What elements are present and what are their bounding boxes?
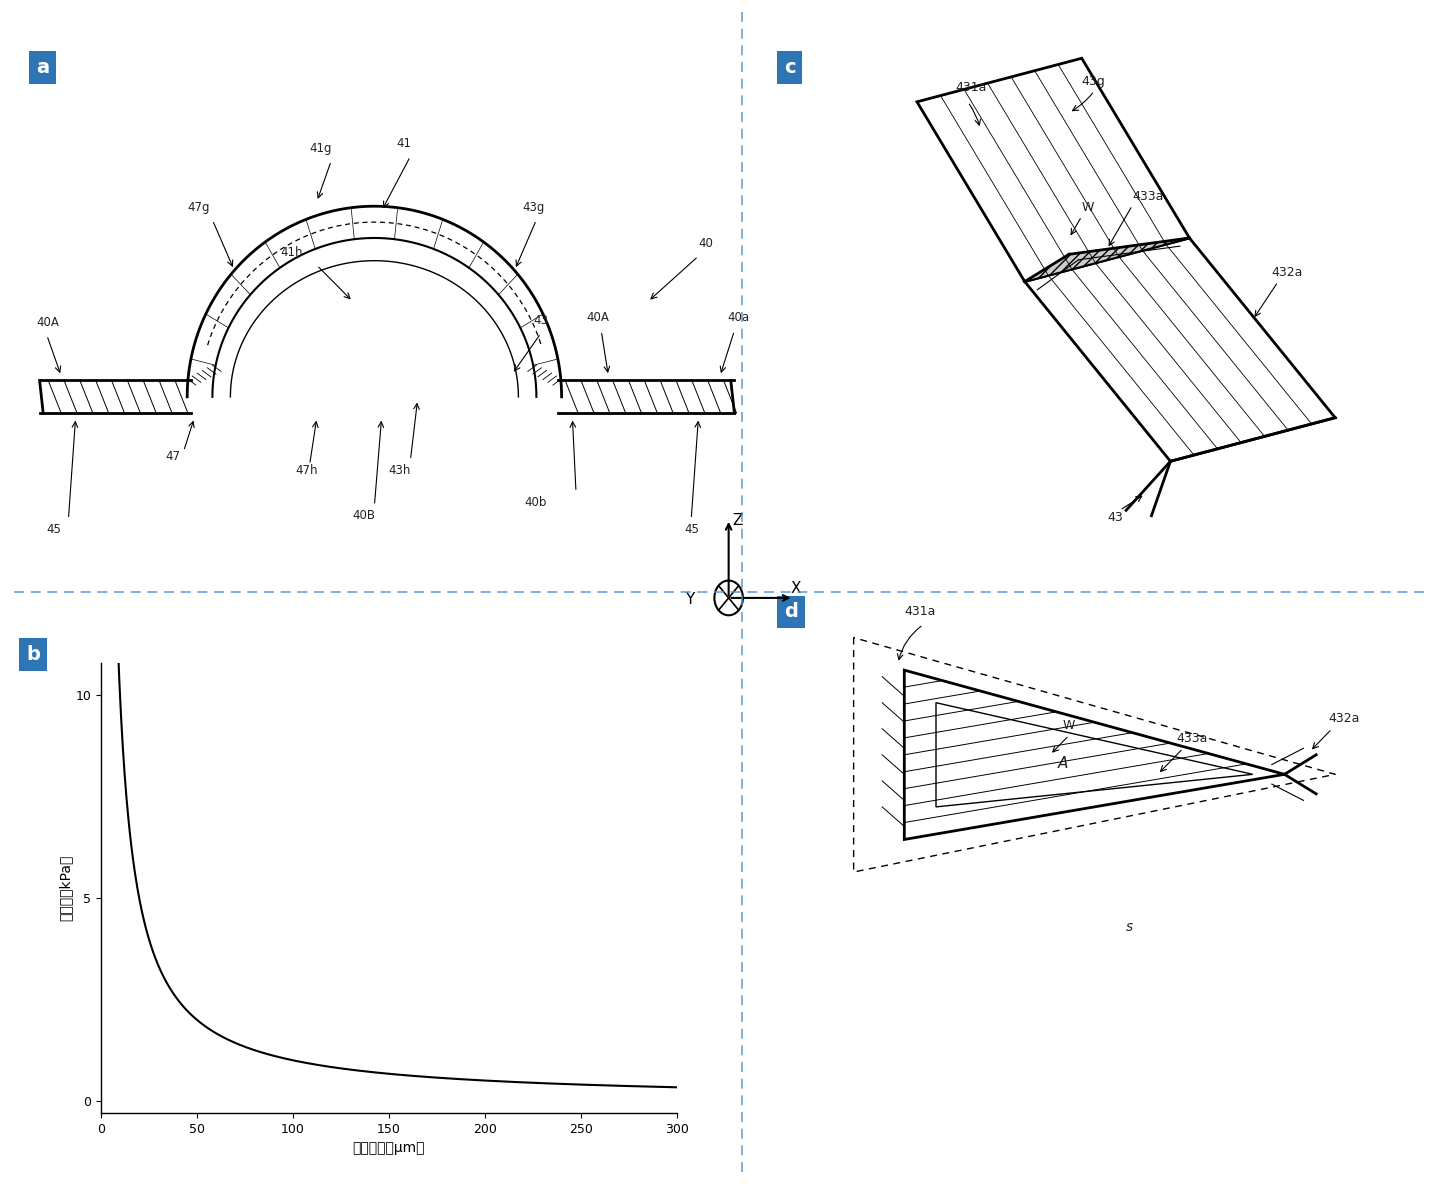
Text: 432a: 432a [1272, 266, 1303, 279]
Text: 47: 47 [166, 450, 180, 463]
Text: 40B: 40B [353, 509, 376, 522]
Text: d: d [783, 603, 798, 622]
Text: W: W [1081, 201, 1094, 214]
Text: Z: Z [733, 514, 743, 528]
Polygon shape [1025, 238, 1189, 282]
Text: 47h: 47h [295, 464, 318, 477]
Text: 41: 41 [396, 137, 410, 150]
Text: 43g: 43g [521, 201, 544, 214]
Text: 41h: 41h [281, 246, 304, 259]
Text: A: A [1057, 755, 1068, 771]
Text: 43: 43 [1107, 511, 1123, 525]
Text: 40b: 40b [524, 496, 547, 509]
Text: Y: Y [684, 592, 694, 607]
Text: 45: 45 [46, 523, 62, 536]
Text: 431a: 431a [904, 605, 936, 618]
Text: c: c [783, 58, 795, 77]
Text: a: a [36, 58, 49, 77]
Text: 40A: 40A [36, 316, 59, 329]
Y-axis label: 汛管力［kPa］: 汛管力［kPa］ [59, 855, 72, 921]
Text: b: b [26, 645, 40, 664]
Text: 432a: 432a [1329, 713, 1361, 726]
X-axis label: 水力直径［μm］: 水力直径［μm］ [353, 1141, 425, 1156]
Text: 43g: 43g [1081, 76, 1106, 89]
Text: 45: 45 [684, 523, 698, 536]
Text: 43: 43 [534, 314, 549, 327]
Text: 433a: 433a [1176, 732, 1208, 745]
Text: W: W [1063, 719, 1076, 732]
Text: 43h: 43h [389, 464, 412, 477]
Text: X: X [791, 581, 801, 597]
Text: 47g: 47g [187, 201, 210, 214]
Text: 40a: 40a [727, 311, 749, 324]
Text: 431a: 431a [955, 81, 986, 94]
Text: 41g: 41g [310, 142, 333, 155]
Text: 433a: 433a [1132, 189, 1164, 202]
Text: 40A: 40A [588, 311, 609, 324]
Text: s: s [1126, 920, 1133, 934]
Text: 40: 40 [698, 237, 713, 250]
